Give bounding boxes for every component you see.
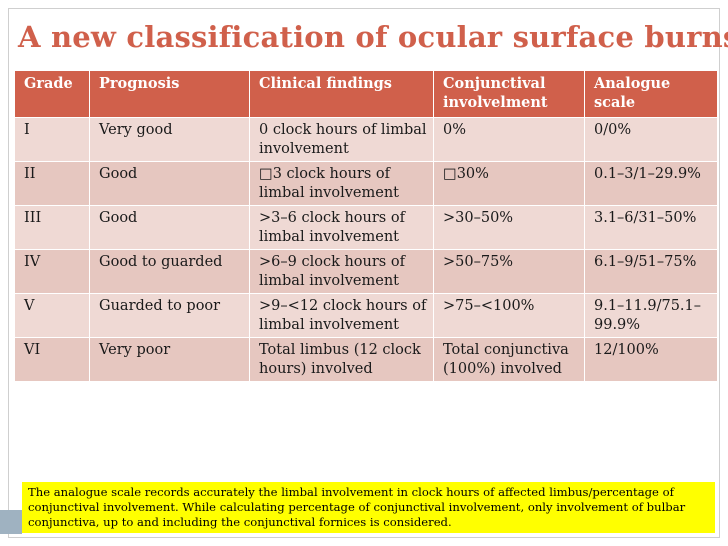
cell-grade: III [14,205,90,250]
cell-conjunctival-involvement: □30% [433,161,585,206]
cell-analogue-scale: 9.1–11.9/75.1–99.9% [584,293,718,338]
header-prognosis: Prognosis [89,70,250,118]
cell-analogue-scale: 0/0% [584,117,718,162]
header-clinical-findings: Clinical findings [249,70,434,118]
cell-conjunctival-involvement: >30–50% [433,205,585,250]
cell-prognosis: Good [89,161,250,206]
cell-prognosis: Good [89,205,250,250]
cell-conjunctival-involvement: >50–75% [433,249,585,294]
cell-grade: V [14,293,90,338]
table-row: II Good □3 clock hours of limbal involve… [14,161,718,206]
header-conjunctival-involvement: Conjunctival involvelment [433,70,585,118]
cell-clinical-findings: □3 clock hours of limbal involvement [249,161,434,206]
cell-clinical-findings: >3–6 clock hours of limbal involvement [249,205,434,250]
bottom-left-accent-bar [0,510,22,534]
cell-prognosis: Guarded to poor [89,293,250,338]
cell-analogue-scale: 12/100% [584,337,718,382]
table-row: IV Good to guarded >6–9 clock hours of l… [14,249,718,294]
cell-analogue-scale: 6.1–9/51–75% [584,249,718,294]
cell-conjunctival-involvement: 0% [433,117,585,162]
cell-clinical-findings: 0 clock hours of limbal involvement [249,117,434,162]
cell-clinical-findings: Total limbus (12 clock hours) involved [249,337,434,382]
table-header-row: Grade Prognosis Clinical findings Conjun… [14,70,718,118]
table-row: V Guarded to poor >9–<12 clock hours of … [14,293,718,338]
cell-grade: II [14,161,90,206]
header-analogue-scale: Analogue scale [584,70,718,118]
table-row: III Good >3–6 clock hours of limbal invo… [14,205,718,250]
cell-conjunctival-involvement: Total conjunctiva (100%) involved [433,337,585,382]
footnote-highlight: The analogue scale records accurately th… [22,482,715,533]
cell-prognosis: Very good [89,117,250,162]
cell-clinical-findings: >9–<12 clock hours of limbal involvement [249,293,434,338]
cell-analogue-scale: 3.1–6/31–50% [584,205,718,250]
cell-prognosis: Good to guarded [89,249,250,294]
header-grade: Grade [14,70,90,118]
cell-grade: I [14,117,90,162]
cell-grade: IV [14,249,90,294]
table-row: VI Very poor Total limbus (12 clock hour… [14,337,718,382]
cell-clinical-findings: >6–9 clock hours of limbal involvement [249,249,434,294]
cell-prognosis: Very poor [89,337,250,382]
table-row: I Very good 0 clock hours of limbal invo… [14,117,718,162]
classification-table: Grade Prognosis Clinical findings Conjun… [14,70,718,382]
left-edge-mask [0,8,8,102]
cell-grade: VI [14,337,90,382]
cell-conjunctival-involvement: >75–<100% [433,293,585,338]
cell-analogue-scale: 0.1–3/1–29.9% [584,161,718,206]
slide-title: A new classification of ocular surface b… [18,20,728,54]
